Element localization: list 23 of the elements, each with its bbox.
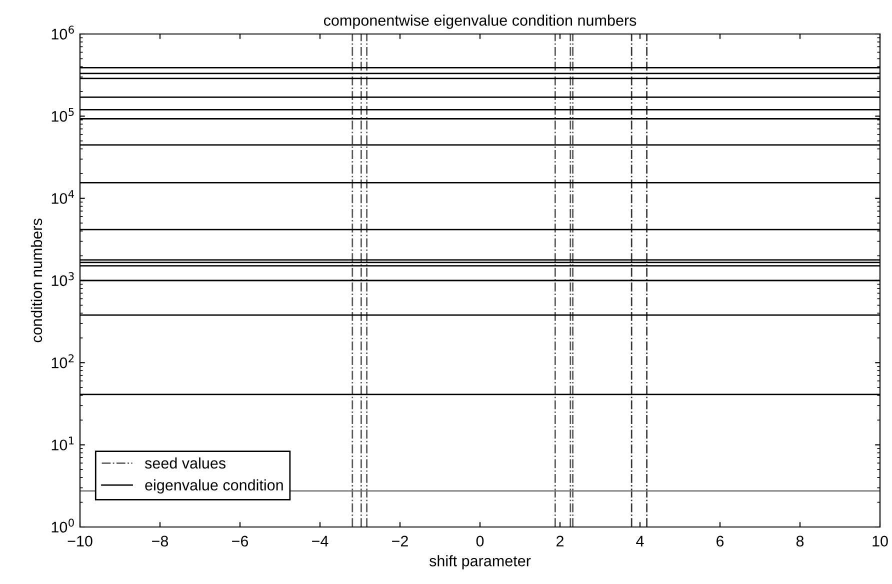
y-axis-title: condition numbers xyxy=(30,218,42,342)
x-tick-label: 2 xyxy=(556,536,564,546)
x-tick-label: −10 xyxy=(68,536,92,547)
legend-label: seed values xyxy=(144,457,226,469)
y-tick-label: 10$^{3}$ xyxy=(52,272,74,286)
legend-label: eigenvalue condition xyxy=(145,479,283,494)
y-tick-label: 10$^{1}$ xyxy=(52,436,74,450)
x-axis-title: shift parameter xyxy=(429,555,531,570)
x-tick-label: −6 xyxy=(232,536,248,547)
y-tick-label: 10$^{2}$ xyxy=(52,354,74,368)
y-tick-label: 10$^{0}$ xyxy=(52,518,74,533)
y-tick-label: 10$^{4}$ xyxy=(52,190,74,204)
x-tick-label: 10 xyxy=(872,536,888,547)
x-tick-label: −2 xyxy=(392,536,408,546)
x-tick-label: −8 xyxy=(152,536,168,547)
y-tick-label: 10$^{6}$ xyxy=(52,26,74,40)
x-tick-label: 4 xyxy=(636,536,644,546)
x-tick-label: −4 xyxy=(312,536,328,546)
x-tick-label: 6 xyxy=(716,536,724,547)
x-tick-label: 0 xyxy=(476,536,484,547)
y-tick-label: 10$^{5}$ xyxy=(52,108,74,122)
x-tick-label: 8 xyxy=(796,536,804,547)
chart-title: componentwise eigenvalue condition numbers xyxy=(324,14,636,29)
